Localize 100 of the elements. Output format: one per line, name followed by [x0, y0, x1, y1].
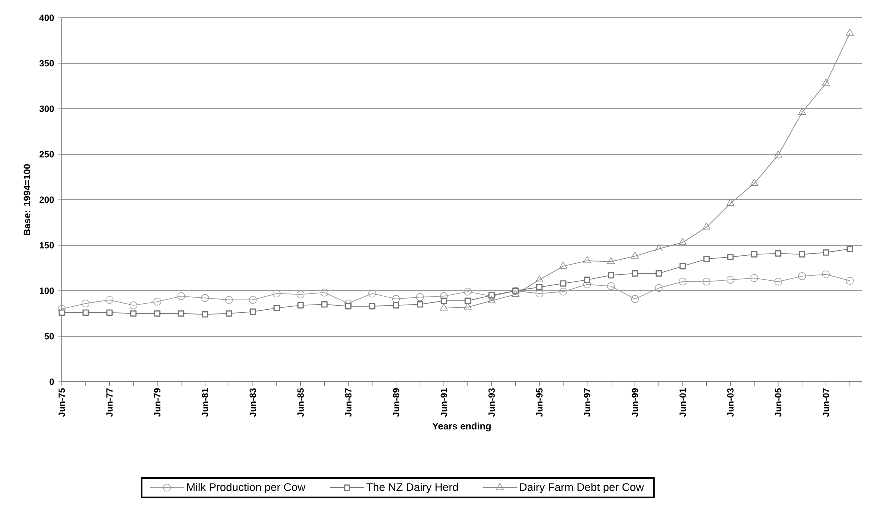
x-tick-label: Jun-75	[58, 388, 66, 418]
point	[82, 310, 90, 316]
point	[464, 288, 472, 296]
x-tick-label: Jun-87	[345, 388, 352, 418]
point	[846, 277, 854, 285]
x-tick-label: Jun-97	[584, 388, 591, 418]
y-tick-label: 50	[44, 333, 54, 340]
point	[298, 302, 304, 309]
point	[178, 292, 186, 300]
point	[704, 256, 710, 262]
legend-label: Dairy Farm Debt per Cow	[520, 483, 644, 494]
x-tick-label: Jun-07	[823, 388, 830, 418]
point	[678, 238, 687, 246]
point	[750, 274, 758, 282]
point	[775, 250, 782, 257]
x-axis-title: Years ending	[432, 422, 491, 432]
point	[536, 276, 544, 282]
point	[656, 270, 662, 277]
point	[846, 28, 854, 36]
point	[393, 302, 400, 309]
x-tick-label: Jun-83	[250, 388, 256, 418]
point	[798, 272, 806, 280]
point	[536, 284, 543, 291]
point	[296, 290, 305, 299]
point	[82, 300, 90, 308]
point	[702, 222, 711, 230]
point	[369, 303, 376, 310]
x-tick-label: Jun-89	[393, 388, 400, 418]
y-tick-label: 200	[40, 196, 54, 204]
x-tick-label: Jun-99	[632, 388, 638, 418]
point	[322, 302, 328, 308]
point	[680, 263, 686, 270]
x-tick-label: Jun-01	[680, 388, 686, 418]
point	[440, 304, 448, 311]
point	[728, 254, 734, 260]
point	[273, 290, 281, 298]
point	[583, 256, 592, 264]
point	[774, 150, 782, 158]
point	[417, 302, 424, 308]
point	[631, 252, 640, 259]
point	[58, 310, 66, 316]
point	[774, 278, 782, 286]
point	[130, 310, 137, 317]
point	[584, 276, 591, 284]
point	[345, 303, 352, 310]
point	[154, 298, 162, 306]
point	[702, 278, 711, 286]
legend-label: The NZ Dairy Herd	[366, 483, 458, 494]
x-tick-label: Jun-85	[298, 388, 304, 418]
y-tick-label: 350	[40, 60, 54, 67]
point	[178, 310, 185, 317]
legend-label: Milk Production per Cow	[187, 483, 306, 494]
point	[798, 108, 806, 116]
x-tick-label: Jun-03	[727, 388, 734, 418]
point	[392, 295, 400, 304]
y-tick-label: 0	[50, 378, 54, 386]
point	[846, 246, 854, 252]
point	[249, 296, 257, 304]
point	[607, 257, 616, 264]
point	[655, 284, 663, 292]
point	[750, 179, 758, 186]
point	[823, 250, 830, 256]
x-tick-label: Jun-77	[106, 388, 113, 418]
y-tick-label: 100	[40, 288, 54, 294]
point	[154, 310, 161, 317]
point	[488, 296, 496, 304]
point	[464, 298, 472, 304]
point	[130, 302, 138, 310]
point	[560, 262, 568, 269]
point	[679, 278, 687, 286]
point	[106, 310, 113, 316]
point	[202, 312, 208, 318]
point	[368, 290, 376, 298]
point	[512, 290, 520, 298]
point	[822, 270, 830, 279]
point	[632, 270, 638, 277]
point	[106, 296, 114, 304]
y-tick-label: 250	[40, 151, 54, 158]
point	[726, 199, 735, 206]
y-tick-label: 400	[40, 14, 54, 22]
point	[751, 251, 758, 258]
point	[822, 79, 830, 86]
point	[226, 310, 232, 317]
point	[225, 296, 234, 304]
x-tick-label: Jun-79	[154, 388, 161, 418]
x-tick-label: Jun-05	[775, 388, 782, 418]
point	[607, 282, 616, 290]
point	[274, 305, 280, 312]
x-tick-label: Jun-91	[440, 388, 448, 418]
point	[655, 244, 663, 252]
x-tick-label: Jun-93	[488, 388, 496, 418]
point	[440, 298, 448, 304]
point	[799, 251, 806, 258]
x-tick-label: Jun-81	[202, 388, 208, 418]
point	[416, 293, 424, 302]
y-tick-label: 300	[40, 106, 54, 112]
point	[560, 280, 567, 287]
y-tick-label: 150	[40, 242, 54, 249]
point	[631, 295, 640, 304]
point	[608, 272, 614, 279]
